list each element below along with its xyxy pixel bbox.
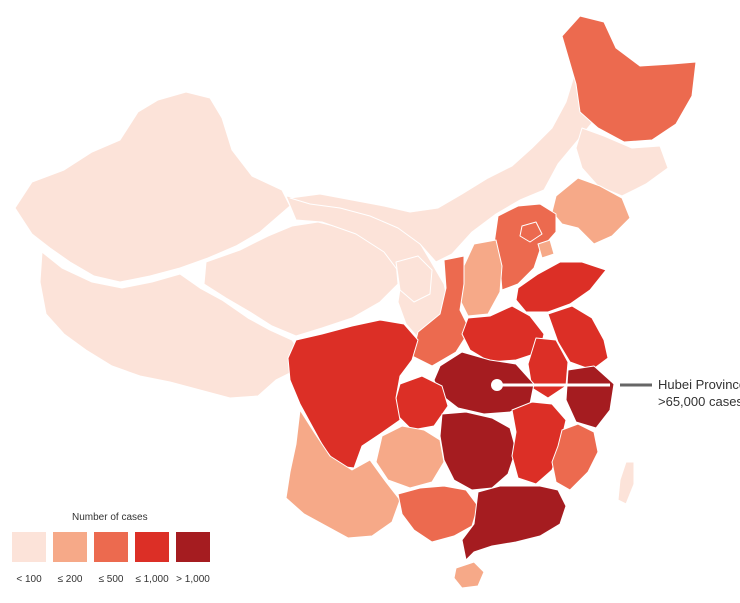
legend-swatch bbox=[176, 532, 210, 562]
region-hubei bbox=[433, 351, 535, 415]
region-zhejiang bbox=[565, 365, 615, 429]
region-anhui bbox=[527, 337, 569, 399]
region-taiwan bbox=[617, 461, 635, 505]
legend-swatch bbox=[135, 532, 169, 562]
region-liaoning bbox=[551, 177, 631, 245]
region-guizhou bbox=[375, 425, 445, 489]
legend-title: Number of cases bbox=[72, 512, 148, 523]
region-yunnan bbox=[285, 409, 401, 539]
legend-swatch bbox=[53, 532, 87, 562]
region-shandong bbox=[515, 261, 607, 313]
callout-subtitle: >65,000 cases bbox=[658, 394, 740, 409]
region-xinjiang bbox=[14, 91, 291, 283]
legend: Number of cases < 100 ≤ 200 ≤ 500 ≤ 1,000 > … bbox=[12, 512, 210, 585]
region-sichuan bbox=[287, 319, 419, 469]
legend-label: < 100 bbox=[16, 574, 42, 585]
region-fujian bbox=[551, 423, 599, 491]
region-hunan bbox=[439, 411, 517, 491]
region-tianjin bbox=[537, 239, 555, 259]
region-jiangsu bbox=[547, 305, 609, 371]
legend-swatch bbox=[94, 532, 128, 562]
legend-label: ≤ 200 bbox=[58, 574, 83, 585]
region-ningxia bbox=[395, 255, 433, 303]
region-heilongjiang bbox=[561, 15, 697, 143]
hubei-marker-dot bbox=[491, 379, 503, 391]
region-guangxi bbox=[397, 485, 479, 543]
region-beijing bbox=[519, 221, 543, 243]
legend-label: ≤ 500 bbox=[99, 574, 124, 585]
region-guangdong bbox=[461, 485, 567, 561]
region-qinghai bbox=[203, 221, 399, 337]
legend-swatch bbox=[12, 532, 46, 562]
legend-label: ≤ 1,000 bbox=[135, 574, 169, 585]
region-jilin bbox=[575, 127, 669, 197]
hubei-callout: Hubei Province >65,000 cases bbox=[491, 377, 740, 409]
region-shanxi bbox=[457, 239, 503, 317]
callout-title: Hubei Province bbox=[658, 377, 740, 392]
legend-items: < 100 ≤ 200 ≤ 500 ≤ 1,000 > 1,000 bbox=[12, 532, 210, 585]
provinces-layer bbox=[14, 15, 697, 589]
region-shaanxi bbox=[411, 255, 471, 367]
region-hainan bbox=[453, 561, 485, 589]
legend-label: > 1,000 bbox=[176, 574, 210, 585]
